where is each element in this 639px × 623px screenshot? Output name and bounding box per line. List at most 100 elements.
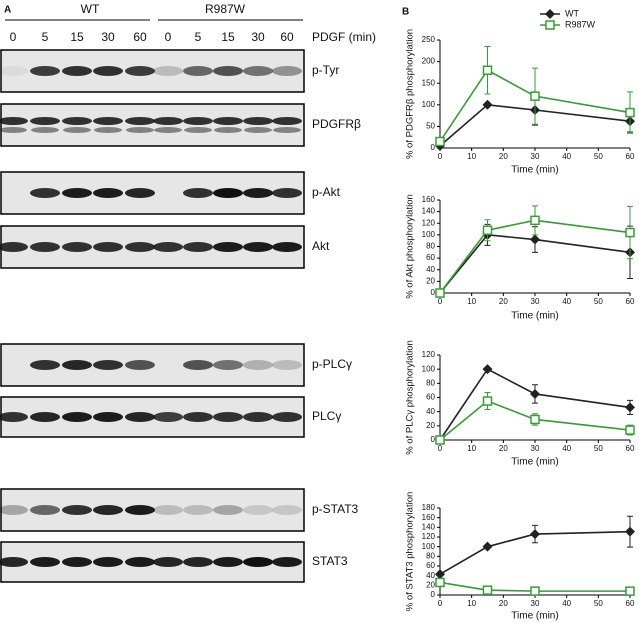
band [62,505,92,515]
band [153,66,183,76]
legend-marker [545,9,555,19]
y-tick-label: 100 [422,542,436,551]
marker [625,107,635,118]
marker [482,65,493,75]
y-axis-label: % of PLCγ phosphorylation [405,340,416,455]
band [183,360,213,370]
band [125,557,155,567]
band [93,360,123,370]
x-axis-label: Time (min) [511,165,558,176]
band [153,412,183,422]
y-tick-label: 60 [426,393,435,402]
band [0,242,28,252]
band [93,412,123,422]
y-tick-label: 60 [426,561,435,570]
series-line [439,400,631,441]
x-tick-label: 20 [499,297,508,306]
band [93,557,123,567]
y-axis-label: % of STAT3 phosphorylation [405,492,416,612]
band [30,412,60,422]
panel-label: B [402,7,409,18]
marker [482,364,493,375]
blot-label: Akt [312,239,330,253]
band [243,188,273,198]
blot-label: STAT3 [312,554,348,568]
band [125,66,155,76]
x-tick-label: 30 [531,152,540,161]
band [153,117,183,125]
panel-label: A [4,5,11,16]
y-tick-label: 180 [422,503,436,512]
x-tick-label: 40 [562,152,571,161]
band [272,360,302,370]
x-tick-label: 0 [438,152,443,161]
band [94,127,122,133]
band [272,242,302,252]
series-line [439,368,631,441]
band [272,505,302,515]
band [31,127,59,133]
x-tick-label: 10 [467,152,476,161]
band [153,360,183,370]
blot-label: p-Akt [312,185,341,199]
y-tick-label: 160 [422,513,436,522]
series-line [439,581,630,592]
x-tick-label: 10 [467,297,476,306]
y-tick-label: 250 [422,35,436,44]
band [213,66,243,76]
x-tick-label: 20 [499,152,508,161]
blot-label: p-PLCγ [312,357,352,371]
marker [530,215,540,226]
marker [530,91,540,101]
marker [625,425,635,435]
lane-label: 0 [165,30,172,44]
lane-label: 60 [133,30,147,44]
band [0,127,27,133]
band [272,66,302,76]
band [243,360,273,370]
band [213,242,243,252]
band [62,117,92,125]
blot-label: PLCγ [312,409,341,423]
band [243,242,273,252]
blot-label: p-STAT3 [312,502,359,516]
y-tick-label: 160 [422,195,436,204]
band [0,412,28,422]
x-tick-label: 0 [438,444,443,453]
band [243,66,273,76]
group-label: WT [81,2,100,16]
band [62,66,92,76]
y-axis-label: % of Akt phosphorylation [405,194,416,299]
marker [625,402,635,413]
band [183,505,213,515]
x-tick-label: 50 [594,599,603,608]
treatment-label: PDGF (min) [312,30,376,44]
blot [0,103,305,147]
lane-label: 5 [42,30,49,44]
band [213,117,243,125]
band [272,188,302,198]
band [63,127,91,133]
band [125,412,155,422]
group-label: R987W [205,2,246,16]
lane-label: 60 [280,30,294,44]
y-tick-label: 100 [422,100,436,109]
marker [530,414,540,425]
y-tick-label: 200 [422,57,436,66]
band [153,557,183,567]
x-tick-label: 50 [594,297,603,306]
band [213,360,243,370]
band [125,188,155,198]
x-tick-label: 10 [467,444,476,453]
y-tick-label: 50 [426,122,435,131]
band [0,117,28,125]
x-axis-label: Time (min) [511,611,558,622]
y-tick-label: 20 [426,421,435,430]
x-tick-label: 50 [594,152,603,161]
legend-label: WT [565,8,579,18]
y-tick-label: 0 [431,143,436,152]
y-tick-label: 40 [426,407,435,416]
y-tick-label: 40 [426,571,435,580]
legend-marker [545,20,555,30]
x-tick-label: 30 [531,297,540,306]
